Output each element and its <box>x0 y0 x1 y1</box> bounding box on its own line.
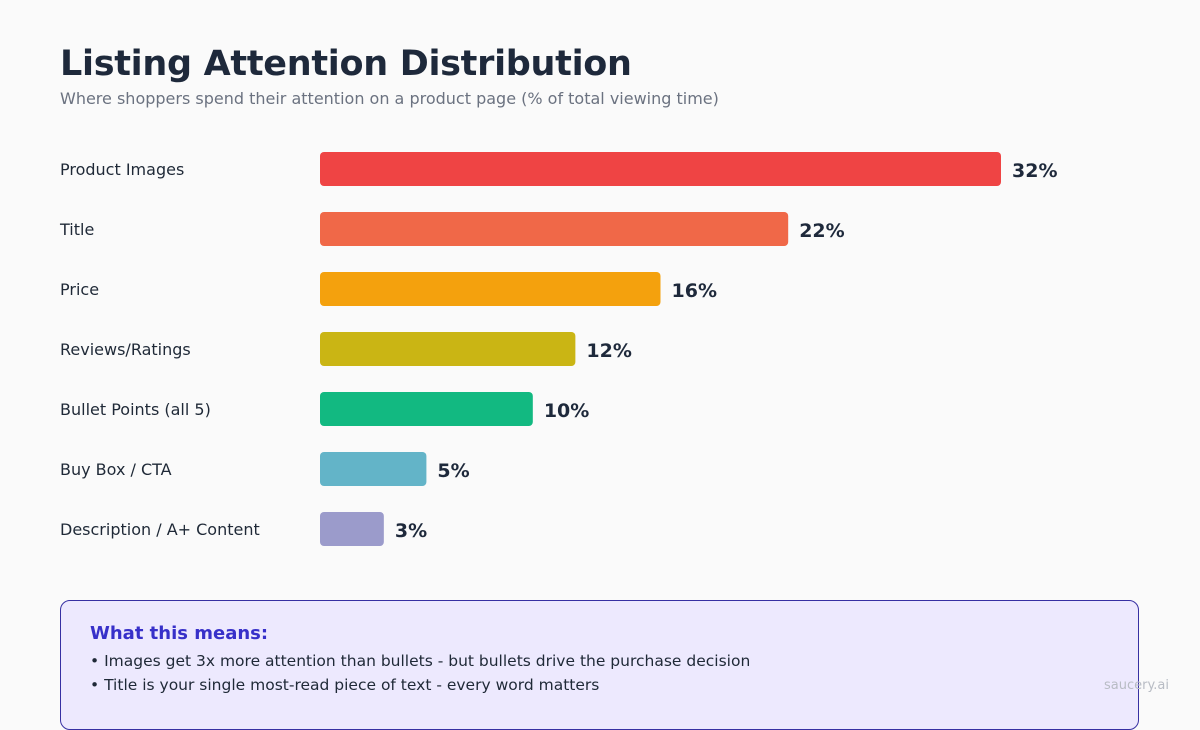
callout-heading: What this means: <box>90 623 269 644</box>
value-label: 12% <box>586 340 631 362</box>
watermark: saucery.ai <box>1103 678 1169 693</box>
value-label: 3% <box>395 520 427 542</box>
bar-chart: Product Images 32% Title 22% Price 16% Reviews… <box>59 152 1057 546</box>
chart-subtitle: Where shoppers spend their attention on … <box>60 89 719 108</box>
callout-point: • Title is your single most-read piece o… <box>90 676 600 694</box>
category-label: Buy Box / CTA <box>60 460 172 479</box>
category-label: Title <box>59 220 94 239</box>
value-label: 32% <box>1012 160 1057 182</box>
callout-list: • Images get 3x more attention than bull… <box>90 649 1109 697</box>
category-label: Bullet Points (all 5) <box>60 400 211 419</box>
insight-callout: What this means: • Images get 3x more at… <box>60 600 1139 730</box>
bar <box>320 272 661 306</box>
bar <box>320 392 533 426</box>
category-label: Product Images <box>60 160 184 179</box>
bar <box>320 152 1001 186</box>
category-label: Price <box>60 280 99 299</box>
value-label: 22% <box>799 220 844 242</box>
chart-title: Listing Attention Distribution <box>60 44 632 84</box>
bar <box>320 212 789 246</box>
value-label: 16% <box>672 280 717 302</box>
callout-point: • Images get 3x more attention than bull… <box>90 652 751 670</box>
value-label: 5% <box>437 460 469 482</box>
bar <box>320 452 427 486</box>
bar <box>320 332 576 366</box>
value-label: 10% <box>544 400 589 422</box>
bar <box>320 512 384 546</box>
category-label: Description / A+ Content <box>60 520 260 539</box>
category-label: Reviews/Ratings <box>60 340 191 359</box>
